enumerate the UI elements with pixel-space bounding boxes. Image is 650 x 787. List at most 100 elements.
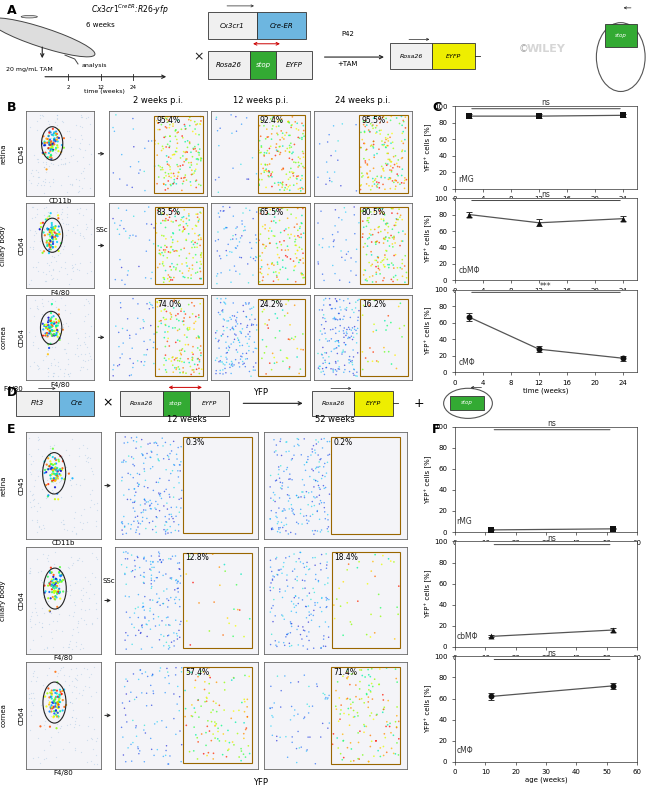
Point xyxy=(118,513,129,526)
Point xyxy=(382,698,393,711)
Point xyxy=(162,131,172,144)
Point xyxy=(135,336,145,349)
Point xyxy=(273,448,283,460)
Point xyxy=(288,129,298,142)
Point xyxy=(140,580,151,593)
Point xyxy=(231,689,241,701)
Point xyxy=(27,212,38,224)
Point xyxy=(153,150,163,163)
Point xyxy=(396,219,407,231)
Point xyxy=(41,349,51,362)
Point xyxy=(278,557,289,570)
Point xyxy=(167,478,177,491)
Point xyxy=(298,685,309,697)
Point xyxy=(148,721,158,733)
Point xyxy=(345,168,356,181)
Point xyxy=(46,561,56,574)
Point xyxy=(154,437,164,449)
Point xyxy=(257,176,267,189)
Point xyxy=(350,319,361,331)
Point xyxy=(114,222,124,235)
Point xyxy=(236,306,246,319)
Point xyxy=(54,308,64,320)
Point xyxy=(299,491,309,504)
Point xyxy=(304,476,315,489)
Point xyxy=(72,263,83,275)
Point xyxy=(173,179,183,192)
Point xyxy=(241,314,252,327)
X-axis label: CD11b: CD11b xyxy=(49,198,72,204)
Point xyxy=(179,368,190,380)
Point xyxy=(77,181,87,194)
Point xyxy=(130,634,140,646)
Point xyxy=(234,201,244,213)
Point xyxy=(70,744,81,756)
Point xyxy=(47,157,58,170)
Point xyxy=(219,750,229,763)
Point xyxy=(346,674,357,687)
Point xyxy=(155,220,166,232)
Point xyxy=(64,474,75,486)
Point xyxy=(138,498,148,511)
Point xyxy=(48,144,58,157)
Point xyxy=(162,305,172,317)
Point xyxy=(44,147,54,160)
Point xyxy=(296,493,306,505)
Point xyxy=(49,463,60,475)
Point xyxy=(618,352,628,364)
Point xyxy=(49,329,60,342)
Point xyxy=(171,469,181,482)
Point xyxy=(391,148,402,161)
Point xyxy=(311,559,322,571)
Point xyxy=(277,139,287,151)
Point xyxy=(173,361,183,374)
Point xyxy=(283,508,294,520)
Point xyxy=(163,135,174,147)
Point xyxy=(279,562,289,575)
Point xyxy=(38,146,48,159)
Point xyxy=(50,241,60,253)
Point xyxy=(48,582,58,594)
Point xyxy=(283,164,293,177)
Point xyxy=(382,334,392,347)
Point xyxy=(164,490,175,502)
Point xyxy=(127,619,137,632)
Point xyxy=(269,588,280,600)
Point xyxy=(153,179,163,191)
Point xyxy=(289,236,300,249)
Point xyxy=(60,363,71,375)
Point xyxy=(131,528,141,541)
Point xyxy=(287,239,297,252)
Point xyxy=(317,639,327,652)
Point xyxy=(159,465,170,478)
Point xyxy=(122,575,133,588)
Point xyxy=(182,126,192,139)
Point xyxy=(190,205,200,217)
Point xyxy=(128,358,138,371)
Point xyxy=(42,330,53,342)
Point xyxy=(53,706,63,719)
Point xyxy=(274,461,285,474)
Text: 12 weeks: 12 weeks xyxy=(167,416,207,424)
Point xyxy=(280,127,291,139)
Point xyxy=(276,551,286,563)
Point xyxy=(366,567,376,579)
Point xyxy=(174,148,185,161)
Point xyxy=(39,607,49,619)
Point xyxy=(196,150,207,163)
Point xyxy=(361,127,371,140)
Point xyxy=(36,216,46,229)
Bar xyxy=(258,299,305,375)
Point xyxy=(85,493,96,506)
Point xyxy=(91,551,101,563)
Point xyxy=(77,360,88,373)
Point xyxy=(170,183,180,195)
Point xyxy=(44,127,55,139)
Point xyxy=(370,153,380,166)
Point xyxy=(50,579,60,592)
Point xyxy=(47,578,57,591)
Point xyxy=(344,703,354,715)
Point xyxy=(120,474,131,486)
Point xyxy=(91,515,101,527)
Point xyxy=(390,129,400,142)
